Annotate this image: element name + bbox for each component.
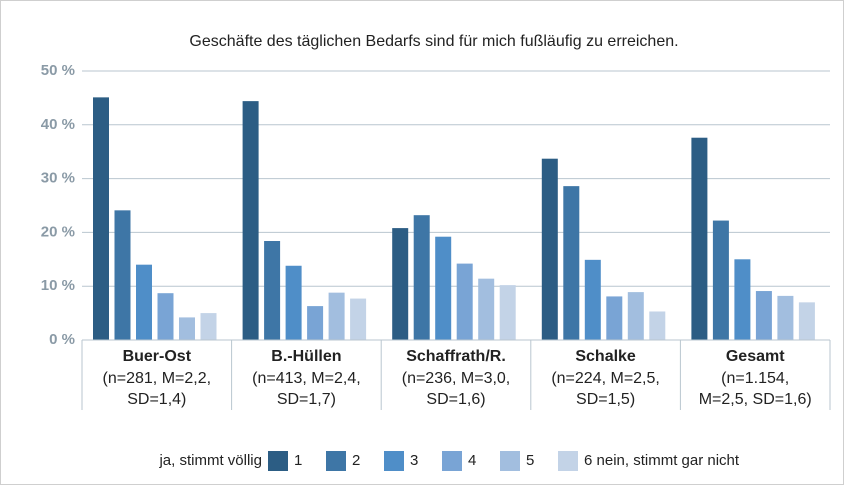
bar (563, 186, 580, 340)
bar (350, 298, 367, 340)
y-tick-label: 30 % (41, 170, 75, 187)
bar (392, 228, 409, 340)
bar (264, 241, 281, 340)
legend-label: 5 (526, 452, 534, 469)
bar (456, 263, 473, 340)
legend-swatch (558, 451, 578, 471)
bar (734, 259, 751, 340)
legend-label: 3 (410, 452, 418, 469)
category-note: M=2,5, SD=1,6) (699, 391, 812, 408)
bar (798, 302, 815, 340)
legend-swatch (268, 451, 288, 471)
bar (413, 215, 430, 340)
category-note: (n=236, M=3,0, (402, 370, 511, 387)
category-note: (n=224, M=2,5, (551, 370, 660, 387)
bar (328, 292, 345, 340)
bar (712, 220, 729, 340)
bar (114, 210, 131, 340)
bar (777, 295, 794, 340)
legend-label: 1 (294, 452, 302, 469)
legend-swatch (326, 451, 346, 471)
y-tick-label: 50 % (41, 62, 75, 79)
category-note: SD=1,7) (277, 391, 336, 408)
y-tick-label: 40 % (41, 116, 75, 133)
x-tick-label: B.-Hüllen (271, 348, 341, 365)
legend-prefix: ja, stimmt völlig (158, 452, 262, 469)
y-tick-label: 0 % (49, 331, 75, 348)
legend-swatch (500, 451, 520, 471)
x-tick-label: Schalke (575, 348, 636, 365)
y-tick-label: 20 % (41, 223, 75, 240)
bar (627, 292, 644, 340)
bar (136, 264, 152, 340)
legend-swatch (384, 451, 404, 471)
x-tick-label: Schaffrath/R. (406, 348, 506, 365)
category-note: SD=1,4) (127, 391, 186, 408)
bar (584, 259, 601, 340)
bar (649, 311, 666, 340)
bar (541, 158, 558, 340)
bar (157, 293, 174, 340)
y-tick-label: 10 % (41, 277, 75, 294)
bar (435, 236, 452, 340)
bar (179, 317, 195, 340)
category-note: (n=1.154, (721, 370, 789, 387)
legend-label: 6 nein, stimmt gar nicht (584, 452, 740, 469)
bar (307, 306, 324, 340)
bar (691, 137, 708, 340)
category-note: (n=413, M=2,4, (252, 370, 361, 387)
chart-title: Geschäfte des täglichen Bedarfs sind für… (189, 33, 678, 50)
bar (606, 296, 623, 340)
legend-label: 4 (468, 452, 476, 469)
category-note: (n=281, M=2,2, (103, 370, 212, 387)
x-tick-label: Gesamt (726, 348, 785, 365)
bar (200, 313, 217, 340)
category-note: SD=1,5) (576, 391, 635, 408)
category-note: SD=1,6) (426, 391, 485, 408)
legend-swatch (442, 451, 462, 471)
bar (285, 265, 302, 340)
bar (242, 101, 259, 341)
legend-label: 2 (352, 452, 360, 469)
bar (478, 278, 495, 340)
bar (93, 97, 109, 340)
x-tick-label: Buer-Ost (123, 348, 192, 365)
bar (499, 285, 516, 340)
bar (755, 291, 772, 340)
